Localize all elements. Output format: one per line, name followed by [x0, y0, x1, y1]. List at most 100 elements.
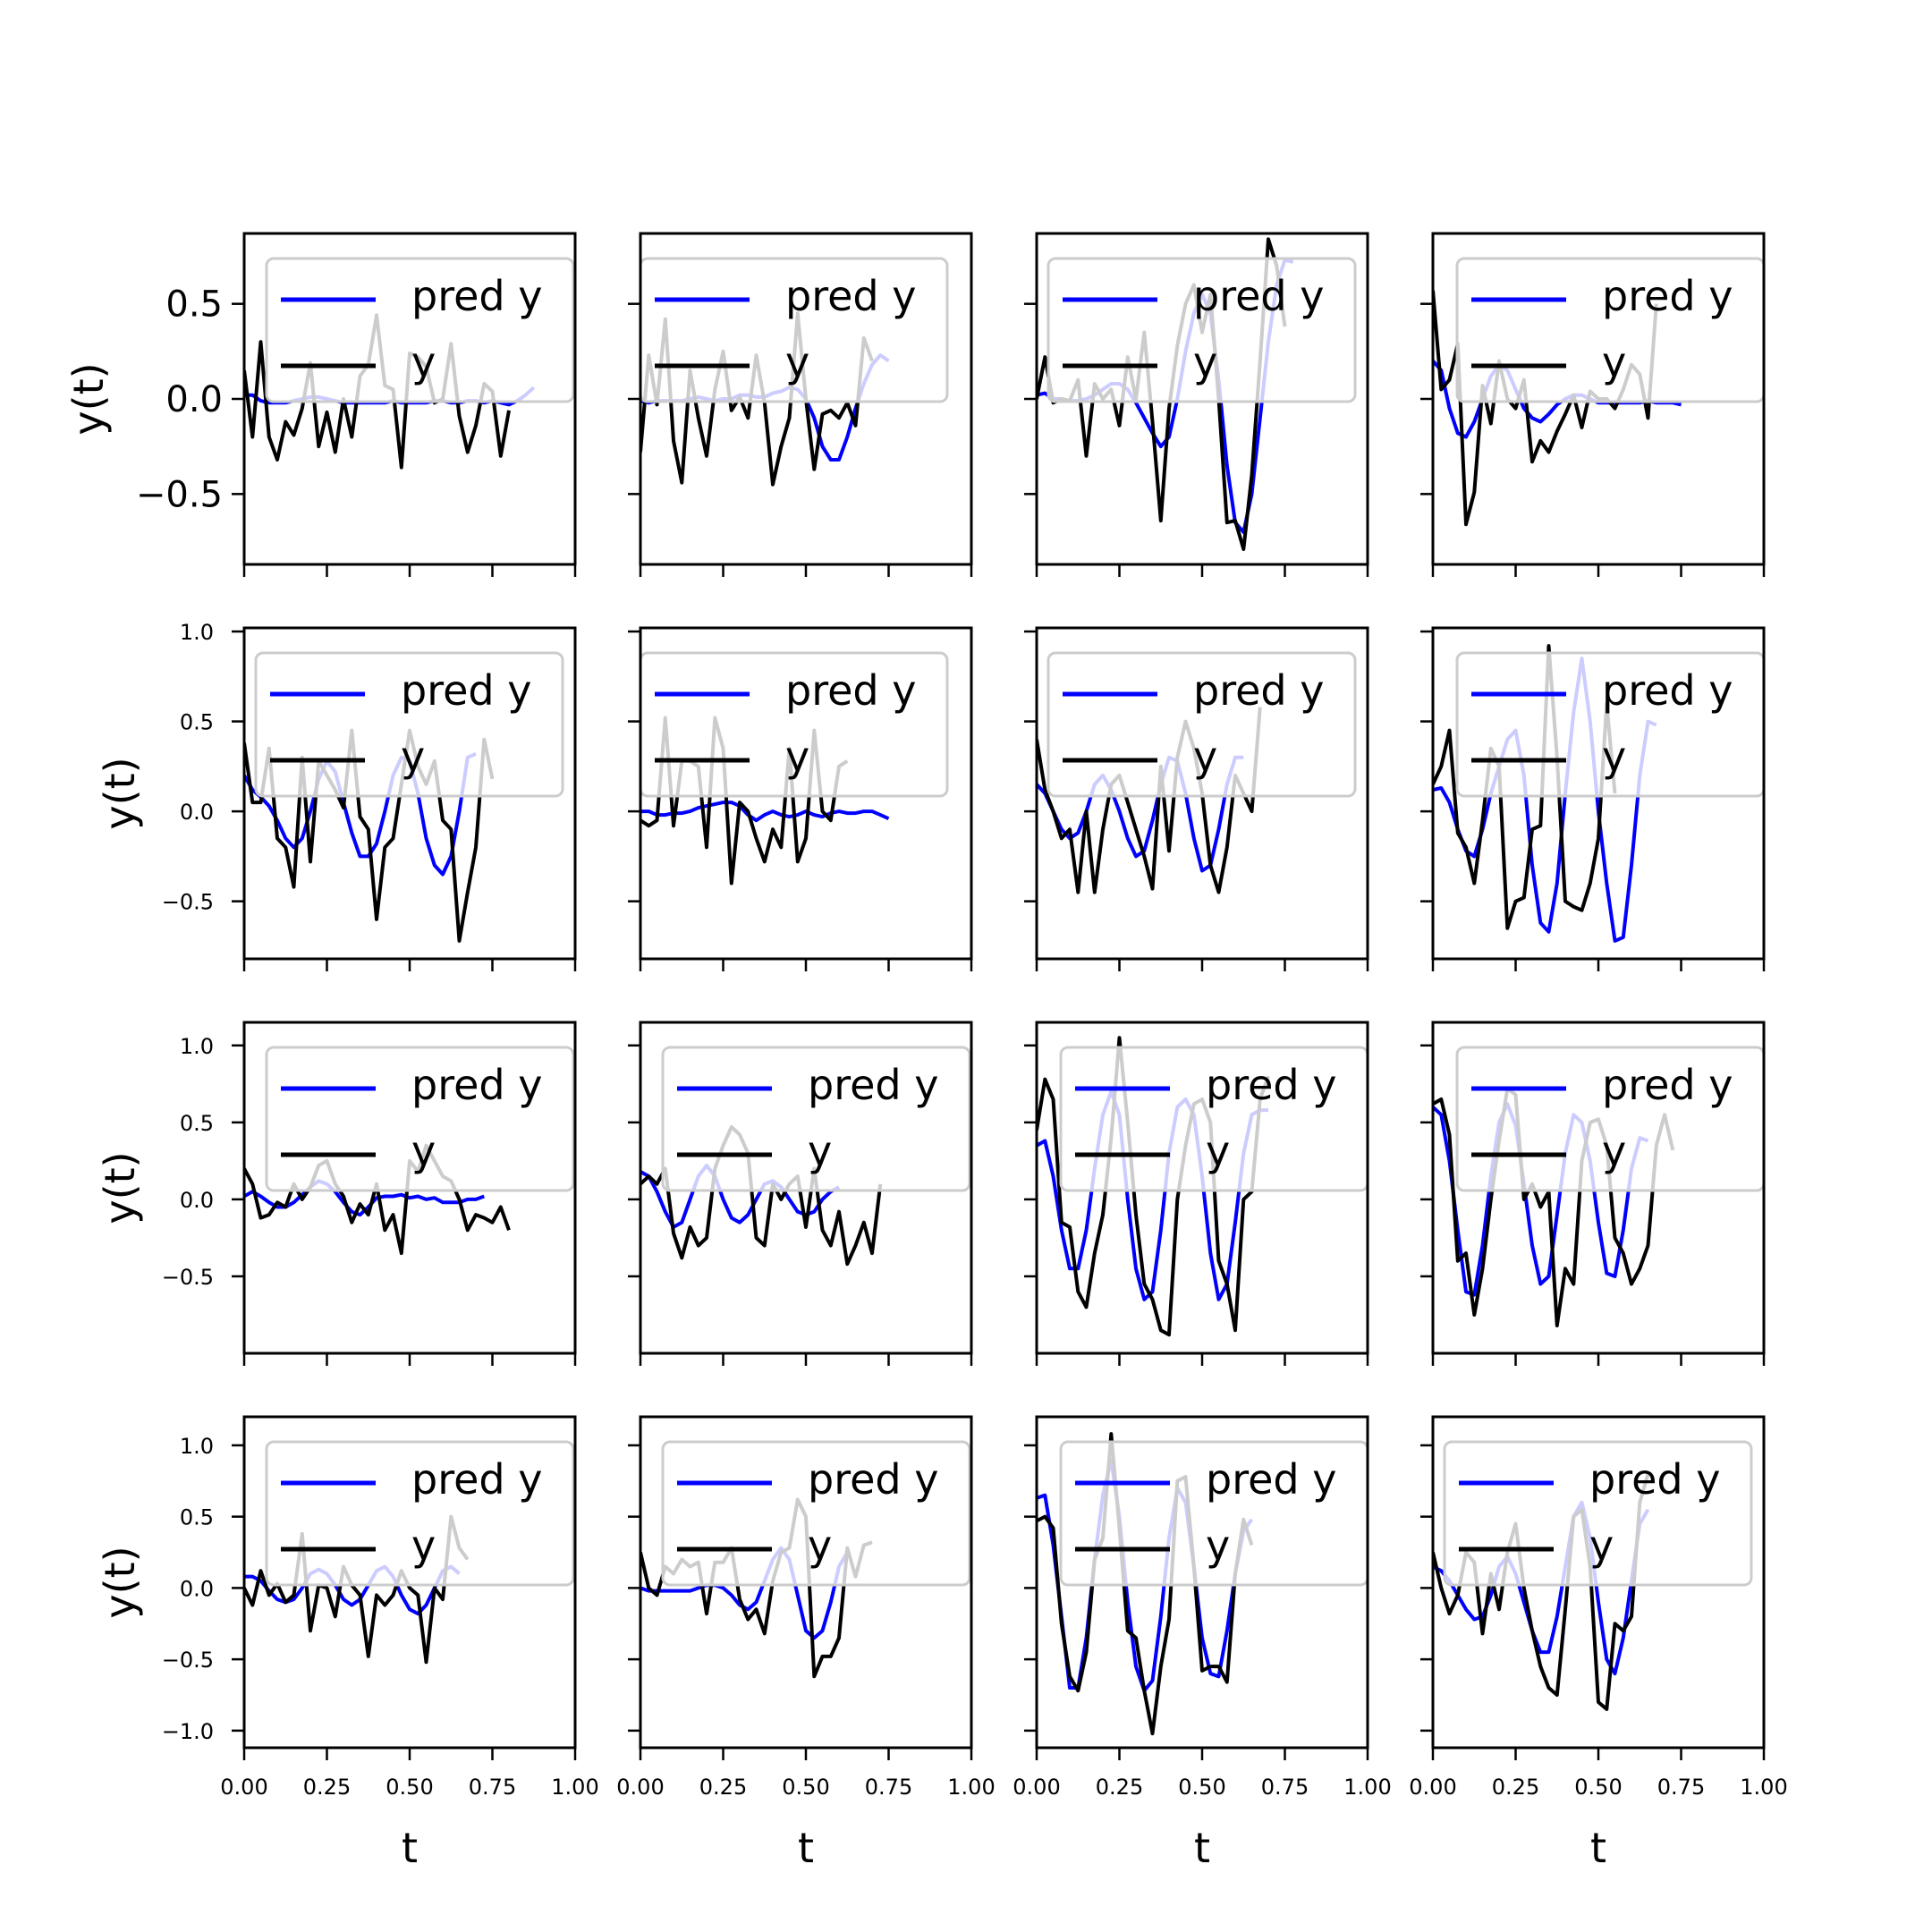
legend-y-label: y: [808, 1521, 832, 1570]
x-axis: [1035, 1353, 1369, 1366]
series-group: [244, 728, 495, 943]
x-axis: [242, 959, 577, 971]
x-axis-label: t: [402, 1824, 418, 1872]
legend: pred y y: [265, 257, 575, 403]
legend-pred-label: pred y: [785, 666, 916, 715]
x-tick-label: 0.00: [220, 1775, 267, 1800]
series-group: [1433, 1087, 1675, 1327]
y-tick-label: 0.5: [180, 1111, 214, 1136]
y-axis: −0.5 0.0 0.5 1.0: [162, 620, 244, 915]
pred-y-line: [1433, 1102, 1649, 1297]
y-tick-label: −0.5: [162, 1648, 214, 1673]
y-axis: [1420, 1044, 1433, 1278]
y-tick-label: 0.0: [165, 379, 223, 420]
legend-y-label: y: [1602, 338, 1626, 386]
legend-y-label: y: [401, 733, 425, 781]
series-group: [1037, 707, 1262, 894]
subplot-r0-c1: pred y y: [628, 232, 973, 577]
legend-y-label: y: [1193, 338, 1217, 386]
x-axis-label: t: [798, 1824, 814, 1872]
x-tick-label: 0.75: [469, 1775, 516, 1800]
legend-pred-label: pred y: [1193, 272, 1324, 320]
subplot-r3-c1: pred y y 0.00 0.25 0.50 0.75 1.00 t: [616, 1415, 996, 1872]
y-line: [1037, 707, 1262, 894]
pred-y-line: [640, 801, 890, 823]
legend-y-label: y: [1206, 1521, 1230, 1570]
subplot-r2-c0: pred y y −0.5 0.0 0.5 1.0 y(t): [96, 1021, 577, 1366]
subplot-r0-c2: pred y y: [1024, 232, 1369, 577]
y-axis: −0.5 0.0 0.5: [136, 284, 244, 515]
legend-pred-label: pred y: [1602, 666, 1733, 715]
legend-pred-label: pred y: [1589, 1455, 1720, 1504]
legend-y-label: y: [808, 1127, 832, 1175]
x-tick-label: 0.50: [386, 1775, 433, 1800]
y-axis: [628, 302, 640, 496]
legend: pred y y: [1455, 651, 1766, 798]
legend-pred-label: pred y: [808, 1455, 938, 1504]
x-tick-label: 0.50: [782, 1775, 829, 1800]
legend-pred-label: pred y: [411, 1455, 542, 1504]
subplot-r1-c2: pred y y: [1024, 626, 1369, 971]
subplot-r3-c2: pred y y 0.00 0.25 0.50 0.75 1.00 t: [1013, 1415, 1392, 1872]
x-tick-label: 1.00: [551, 1775, 598, 1800]
pred-y-line: [244, 1564, 461, 1616]
y-axis: [1420, 630, 1433, 902]
y-line: [244, 1514, 470, 1665]
y-axis: [628, 630, 640, 902]
x-axis-label: t: [1194, 1824, 1210, 1872]
subplot-r2-c3: pred y y: [1420, 1021, 1766, 1366]
legend-y-label: y: [1193, 733, 1217, 781]
y-axis: [1420, 1444, 1433, 1733]
y-axis: [628, 1444, 640, 1733]
subplot-r1-c0: pred y y −0.5 0.0 0.5 1.0 y(t): [96, 620, 577, 971]
y-axis: −1.0 −0.5 0.0 0.5 1.0: [162, 1434, 244, 1744]
legend: pred y y: [639, 651, 949, 798]
y-tick-label: 0.5: [165, 284, 223, 326]
x-tick-label: 0.75: [865, 1775, 912, 1800]
x-axis: [242, 564, 577, 577]
legend: pred y y: [1443, 1440, 1753, 1587]
series-group: [1037, 1432, 1254, 1736]
x-tick-label: 1.00: [1343, 1775, 1391, 1800]
subplot-r3-c3: pred y y 0.00 0.25 0.50 0.75 1.00 t: [1409, 1415, 1788, 1872]
y-axis: [1024, 302, 1037, 496]
pred-y-line: [1433, 657, 1657, 943]
y-tick-label: 1.0: [180, 620, 214, 645]
x-axis: [1035, 959, 1369, 971]
legend-pred-label: pred y: [411, 272, 542, 320]
y-tick-label: 0.5: [180, 1505, 214, 1530]
legend-y-label: y: [411, 1127, 436, 1175]
x-axis: 0.00 0.25 0.50 0.75 1.00: [220, 1748, 599, 1800]
x-axis: 0.00 0.25 0.50 0.75 1.00: [1409, 1748, 1788, 1800]
x-axis: [1035, 564, 1369, 577]
y-line: [1433, 1087, 1675, 1327]
legend-pred-label: pred y: [785, 272, 916, 320]
x-axis: [242, 1353, 577, 1366]
x-tick-label: 0.25: [1492, 1775, 1539, 1800]
x-axis: [639, 1353, 973, 1366]
x-axis: [1431, 1353, 1766, 1366]
y-axis-label: y(t): [96, 757, 144, 829]
y-axis: [1024, 1444, 1037, 1733]
y-line: [1037, 1036, 1270, 1337]
x-tick-label: 0.75: [1657, 1775, 1705, 1800]
x-tick-label: 0.50: [1574, 1775, 1622, 1800]
legend-y-label: y: [1589, 1521, 1614, 1570]
legend-y-label: y: [1206, 1127, 1230, 1175]
x-tick-label: 0.75: [1261, 1775, 1309, 1800]
y-axis: [1024, 630, 1037, 902]
y-tick-label: 0.5: [180, 710, 214, 735]
legend-y-label: y: [785, 338, 809, 386]
legend: pred y y: [639, 257, 949, 403]
y-axis-label: y(t): [64, 362, 113, 435]
legend-pred-label: pred y: [401, 666, 531, 715]
y-tick-label: 0.0: [180, 800, 214, 825]
y-tick-label: −1.0: [162, 1719, 214, 1744]
y-axis: [1420, 302, 1433, 496]
legend: pred y y: [1059, 1440, 1369, 1587]
x-tick-label: 1.00: [1740, 1775, 1787, 1800]
x-tick-label: 1.00: [947, 1775, 995, 1800]
subplot-r3-c0: pred yy0.00 0.25 0.50 0.75 1.00t−1.0−0.50.00…: [96, 1415, 599, 1872]
y-tick-label: −0.5: [162, 890, 214, 915]
x-axis: 0.00 0.25 0.50 0.75 1.00: [616, 1748, 996, 1800]
